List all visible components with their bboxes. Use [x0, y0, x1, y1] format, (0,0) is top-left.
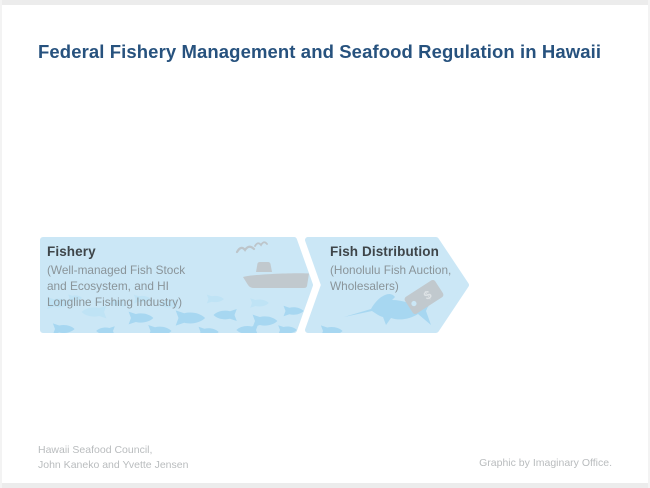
footer-attribution: Graphic by Imaginary Office.: [479, 457, 612, 469]
seagulls-icon: [235, 241, 268, 254]
fishing-boat-icon: [243, 262, 309, 288]
step-title: Fishery: [47, 244, 96, 259]
price-tag-icon: $: [404, 279, 444, 315]
frame-edge-top: [0, 0, 650, 5]
footer-credit-line: John Kaneko and Yvette Jensen: [38, 458, 189, 471]
step-subtitle-line: Longline Fishing Industry): [47, 295, 183, 309]
marlin-icon: [344, 293, 432, 325]
frame-edge-bottom: [0, 483, 650, 488]
frame-edge-left: [0, 0, 2, 488]
fishery-decorations: [47, 241, 309, 333]
step-subtitle-line: (Well-managed Fish Stock: [47, 263, 186, 277]
step-fishery-label: Fishery (Well-managed Fish Stock and Eco…: [47, 243, 257, 310]
distribution-decorations: $: [320, 279, 444, 333]
frame-edge-right: [648, 0, 650, 488]
step-subtitle-line: Wholesalers): [330, 279, 399, 293]
step-subtitle-line: and Ecosystem, and HI: [47, 279, 169, 293]
step-fish-distribution-label: Fish Distribution (Honolulu Fish Auction…: [330, 243, 470, 294]
footer-credit: Hawaii Seafood Council, John Kaneko and …: [38, 443, 188, 472]
step-subtitle: (Honolulu Fish Auction, Wholesalers): [330, 262, 470, 294]
page-title: Federal Fishery Management and Seafood R…: [38, 41, 602, 63]
step-subtitle: (Well-managed Fish Stock and Ecosystem, …: [47, 262, 257, 310]
step-subtitle-line: (Honolulu Fish Auction,: [330, 263, 452, 277]
chevron-step-fishery: [40, 237, 313, 333]
footer-credit-line: Hawaii Seafood Council,: [38, 444, 153, 456]
step-title: Fish Distribution: [330, 244, 439, 259]
